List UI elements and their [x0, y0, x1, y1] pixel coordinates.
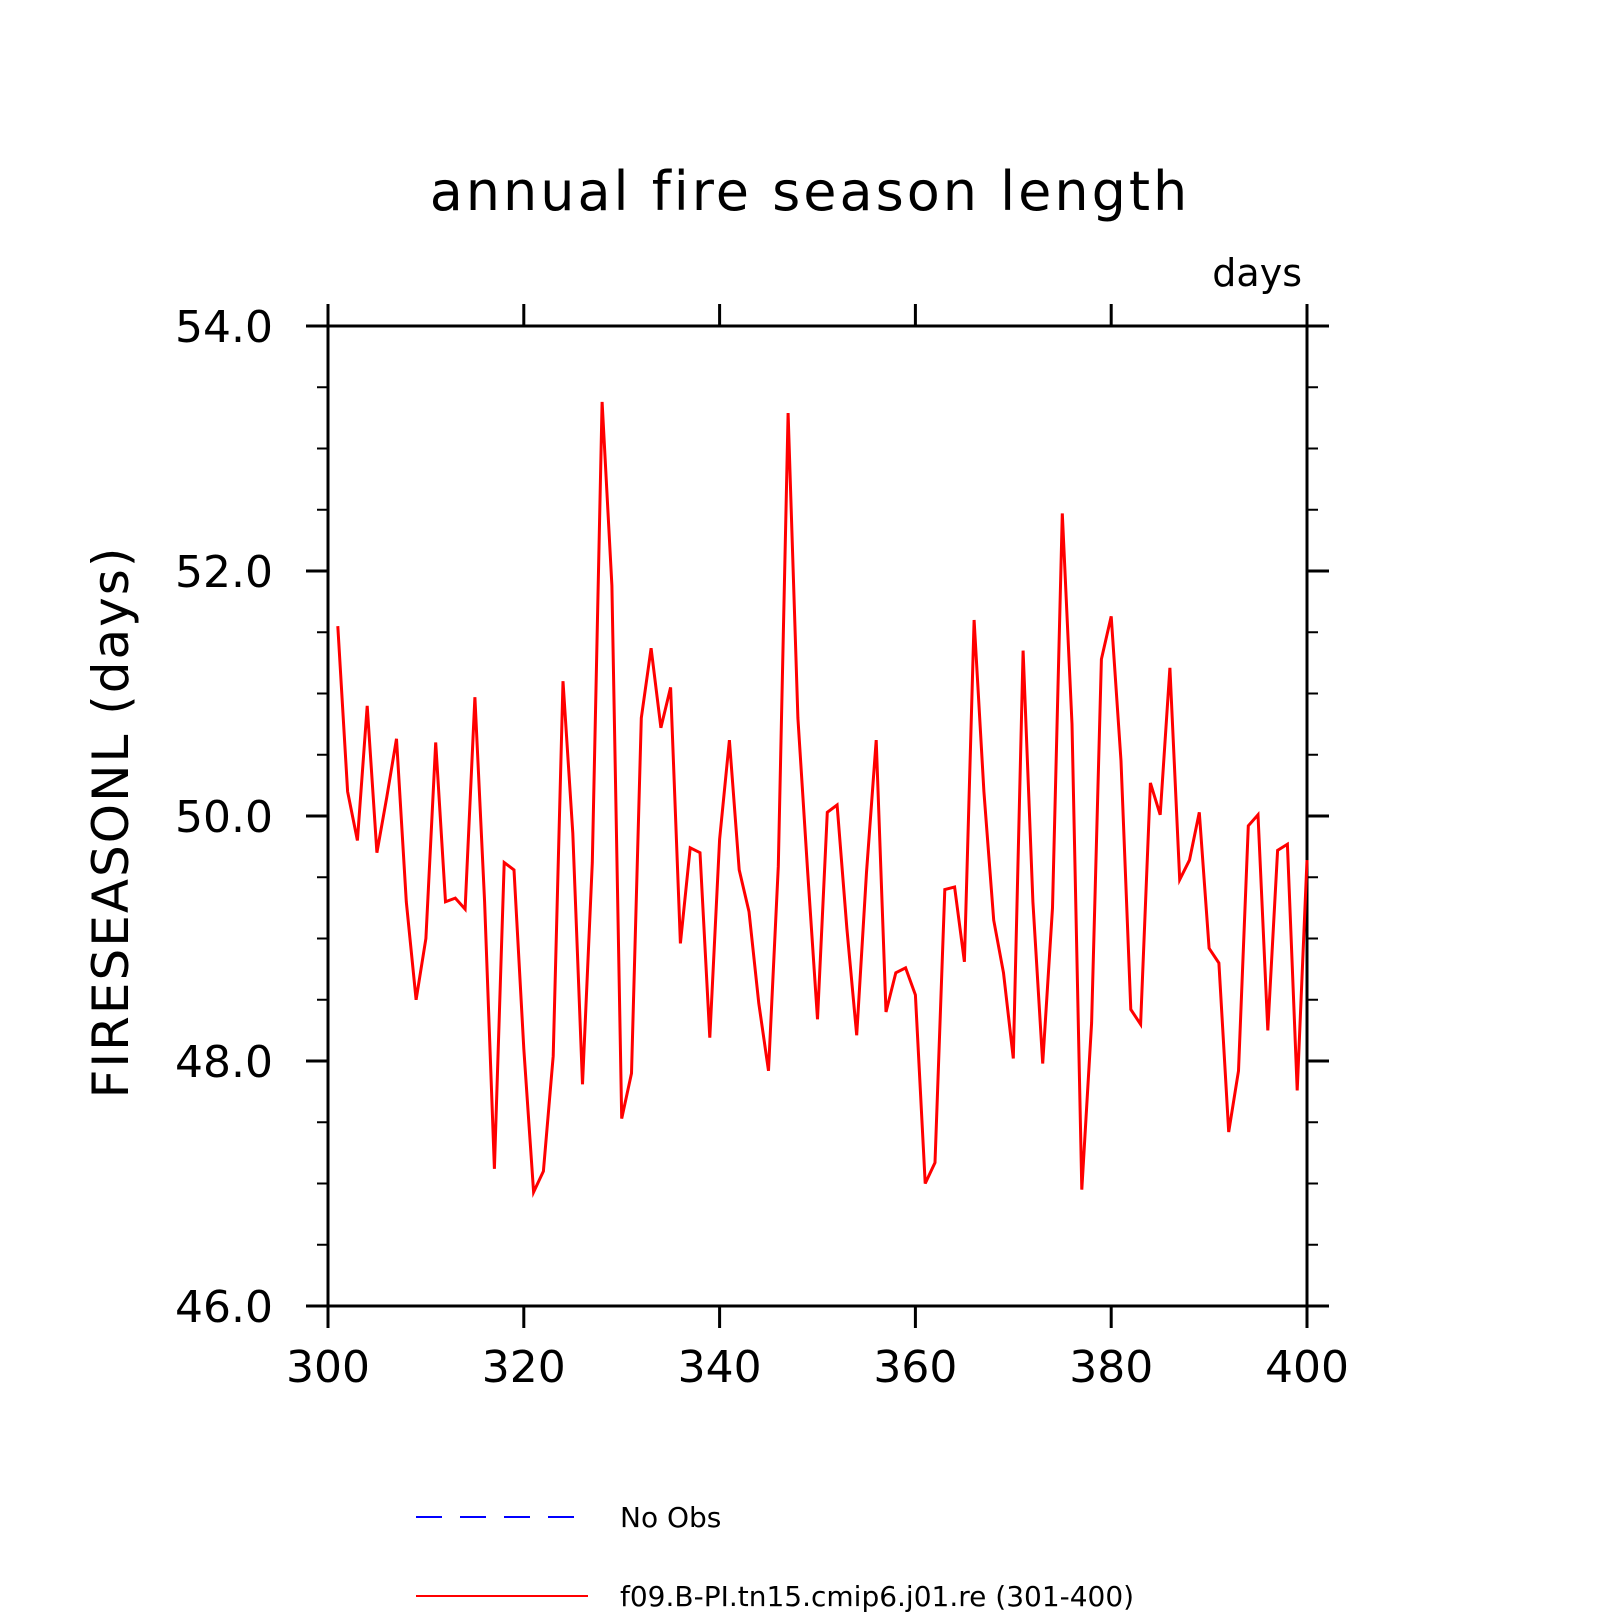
x-tick-label: 380	[1069, 1342, 1153, 1393]
series-lines	[336, 401, 1309, 1198]
axes	[326, 324, 1309, 1308]
y-axis-title: FIRESEASONL (days)	[82, 546, 140, 1099]
x-tick-label: 320	[482, 1342, 566, 1393]
x-tick-label: 360	[873, 1342, 957, 1393]
y-tick-label: 50.0	[175, 792, 273, 843]
y-tick-label: 46.0	[175, 1282, 273, 1333]
x-tick-label: 300	[286, 1342, 370, 1393]
y-tick-label: 54.0	[175, 302, 273, 353]
x-tick-label: 340	[678, 1342, 762, 1393]
legend-label-model-run: f09.B-PI.tn15.cmip6.j01.re (301-400)	[620, 1580, 1134, 1613]
y-tick-label: 52.0	[175, 547, 273, 598]
axis-ticks	[306, 304, 1329, 1328]
legend-label-no-obs: No Obs	[620, 1501, 721, 1534]
y-tick-label: 48.0	[175, 1037, 273, 1088]
units-label: days	[1212, 251, 1302, 295]
plot-frame	[326, 324, 1309, 1308]
tick-labels: 300 320 340 360 380 400 46.0 48.0 50.0 52.0 54.0	[175, 302, 1349, 1393]
x-tick-label: 400	[1265, 1342, 1349, 1393]
legend: No Obs f09.B-PI.tn15.cmip6.j01.re (301-4…	[416, 1501, 1134, 1613]
series-line-model-run	[336, 401, 1309, 1198]
chart-title: annual fire season length	[430, 160, 1191, 223]
